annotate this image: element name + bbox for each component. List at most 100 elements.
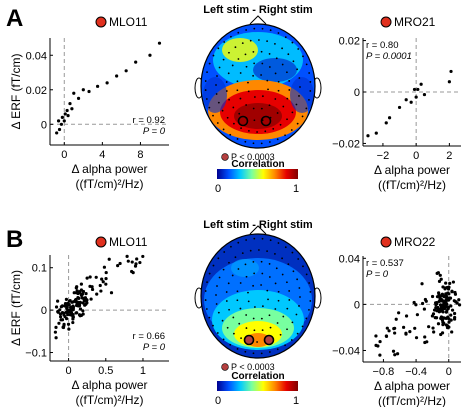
sensor-dot <box>227 72 230 75</box>
y-tick-label: 0.1 <box>32 263 47 275</box>
sensor-dot <box>223 251 226 253</box>
x-axis-label: Δ alpha power <box>374 163 450 177</box>
scatter-panel-4: MRO22 −0.8 −0.4 0 −0.04 0 0.04 Δ alpha power((f… <box>332 235 462 407</box>
sensor-dot <box>226 116 229 119</box>
x-tick-label: 0.5 <box>98 365 113 377</box>
data-point <box>387 116 392 120</box>
data-point <box>59 315 63 319</box>
data-point <box>62 322 66 326</box>
sensor-dot <box>223 41 226 43</box>
sensor-dot <box>217 101 220 104</box>
scatter-panel-1: MLO11 0 4 8 0 0.02 0.04 Δ alpha power((fT/cm)²/… <box>9 15 169 191</box>
data-point <box>449 313 453 317</box>
sensor-dot <box>309 291 312 293</box>
data-point <box>59 122 64 126</box>
x-tick-label: −0.8 <box>373 366 395 378</box>
sensor-dot <box>297 258 300 260</box>
sensor-dot <box>232 106 235 109</box>
data-point <box>101 280 105 284</box>
sensor-dot <box>253 62 256 65</box>
p-value-label-b: P < 0.0003 <box>231 362 275 372</box>
sensor-dot <box>247 291 249 294</box>
data-point <box>138 260 142 265</box>
data-point <box>135 257 139 261</box>
sensor-dot <box>228 261 230 264</box>
sensor-dot <box>299 296 301 298</box>
sensor-dot <box>268 276 271 278</box>
data-point <box>397 311 401 315</box>
data-point <box>402 325 406 329</box>
sensor-dot <box>268 104 271 107</box>
sensor-marker <box>243 334 255 346</box>
data-point <box>436 308 440 312</box>
data-point <box>425 340 429 344</box>
data-point <box>63 302 68 306</box>
data-point <box>378 353 382 357</box>
sensor-dot <box>236 299 239 302</box>
sensor-dot <box>239 307 242 310</box>
data-point <box>444 310 449 314</box>
data-point <box>446 315 450 319</box>
data-point <box>54 325 58 329</box>
data-point <box>374 343 378 347</box>
data-point <box>96 84 100 88</box>
y-tick-label: 0.04 <box>339 253 360 265</box>
sensor-dot <box>208 316 211 319</box>
data-point <box>448 281 452 286</box>
sensor-dot <box>215 294 217 296</box>
data-point <box>457 303 462 307</box>
sensor-dot <box>286 71 288 74</box>
sensor-dot <box>298 305 300 307</box>
sensor-dot <box>291 111 294 114</box>
colorbar-max-b: 1 <box>293 395 299 407</box>
sensor-dot <box>290 129 293 131</box>
data-point <box>75 300 80 304</box>
sensor-dot <box>260 50 263 53</box>
data-point <box>100 277 104 281</box>
topoplot-b <box>194 225 322 359</box>
data-point <box>422 307 426 311</box>
data-point <box>413 326 417 330</box>
sensor-dot <box>239 282 242 284</box>
data-point <box>78 300 82 304</box>
data-point <box>404 314 409 318</box>
sensor-dot <box>274 72 277 75</box>
data-point <box>433 316 437 320</box>
data-point <box>447 292 451 296</box>
sensor-dot <box>286 97 289 100</box>
sensor-dot <box>237 241 240 244</box>
sensor-dot <box>245 327 248 329</box>
sensor-dot <box>288 89 291 91</box>
sensor-dot <box>225 81 228 83</box>
x-tick-label: 8 <box>137 149 143 161</box>
sensor-dot <box>239 97 242 100</box>
sensor-dot <box>268 263 271 265</box>
data-point <box>76 295 80 300</box>
sensor-icon <box>380 236 392 248</box>
data-point <box>67 327 71 331</box>
sensor-dot <box>274 308 277 310</box>
sensor-dot <box>248 130 250 132</box>
data-point <box>58 312 63 316</box>
data-point <box>414 336 419 340</box>
stat-label: P = 0 <box>366 269 389 280</box>
sensor-dot <box>286 307 289 310</box>
sensor-dot <box>268 351 271 353</box>
data-point <box>94 275 98 279</box>
sensor-dot <box>218 66 221 69</box>
sensor-dot <box>244 140 247 143</box>
sensor-dot <box>266 289 269 292</box>
data-point <box>450 330 454 334</box>
sensor-dot <box>253 272 256 275</box>
data-point <box>442 295 446 299</box>
data-point <box>54 336 58 340</box>
data-point <box>60 115 64 119</box>
data-point <box>62 119 66 123</box>
topoplot-a <box>194 15 322 149</box>
sensor-dot <box>268 53 271 55</box>
sensor-dot <box>234 256 237 259</box>
sensor-dot <box>233 122 235 125</box>
y-axis-label: Δ ERF (fT/cm) <box>9 53 23 129</box>
data-point <box>79 282 83 286</box>
sensor-dot <box>253 237 256 240</box>
